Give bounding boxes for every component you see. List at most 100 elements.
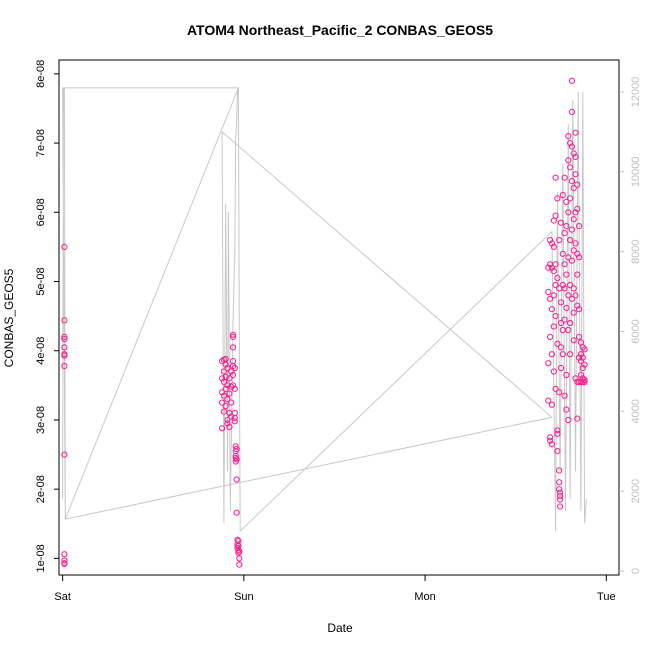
data-point: [556, 479, 563, 486]
data-point: [570, 150, 577, 157]
x-tick-label: Tue: [597, 591, 616, 603]
data-point: [224, 416, 231, 423]
y2-tick-label: 8000: [630, 239, 642, 263]
data-point: [561, 174, 568, 181]
data-point: [219, 425, 226, 432]
data-point: [576, 223, 583, 230]
data-point: [570, 309, 577, 316]
data-point: [556, 486, 563, 493]
data-point: [552, 261, 559, 268]
plot-area: [61, 77, 588, 568]
x-tick-label: Mon: [414, 591, 435, 603]
data-point: [561, 392, 568, 399]
y-tick-label: 2e-08: [35, 475, 47, 503]
y2-tick-label: 6000: [630, 319, 642, 343]
data-point: [547, 295, 554, 302]
data-point: [219, 375, 226, 382]
data-point: [235, 542, 242, 550]
data-point: [565, 133, 572, 140]
data-point: [581, 346, 588, 353]
x-axis-label: Date: [327, 621, 353, 635]
data-point: [570, 285, 577, 292]
data-point: [548, 306, 556, 313]
data-point: [550, 368, 557, 375]
data-point: [231, 385, 238, 392]
data-point: [574, 271, 581, 278]
y-tick-label: 1e-08: [35, 544, 47, 572]
data-point: [235, 547, 242, 554]
y2-tick-label: 0: [630, 568, 642, 574]
data-point: [557, 219, 565, 226]
data-point: [548, 240, 556, 247]
data-point: [563, 304, 570, 311]
data-point: [61, 243, 68, 250]
data-point: [557, 299, 565, 306]
data-point: [554, 340, 561, 347]
data-point: [574, 181, 581, 188]
data-point: [576, 254, 583, 261]
chart-title: ATOM4 Northeast_Pacific_2 CONBAS_GEOS5: [187, 22, 493, 38]
data-point: [222, 373, 229, 381]
data-point: [572, 153, 579, 160]
data-point: [570, 247, 577, 254]
data-point: [547, 236, 554, 244]
data-point: [545, 264, 552, 271]
data-point: [568, 77, 576, 84]
data-point: [556, 236, 563, 244]
data-point: [579, 344, 586, 351]
data-point: [568, 143, 576, 150]
data-point: [565, 326, 572, 334]
y2-tick-label: 2000: [630, 479, 642, 503]
data-point: [572, 240, 579, 247]
y-tick-label: 4e-08: [35, 337, 47, 365]
data-point: [561, 285, 568, 292]
data-point: [229, 382, 237, 389]
data-point: [568, 178, 576, 185]
data-point: [552, 385, 559, 392]
data-point: [556, 467, 563, 474]
axes: 1e-08 2e-08 3e-08 4e-08 5e-08 6e-08 7e-08 8e-08…: [35, 59, 642, 603]
data-point: [61, 344, 68, 351]
data-point: [545, 397, 552, 404]
x-tick-label: Sat: [54, 591, 71, 603]
data-point: [577, 351, 585, 358]
data-point: [572, 129, 579, 136]
data-point: [572, 209, 579, 216]
data-point: [552, 281, 559, 289]
data-point: [557, 319, 565, 327]
data-point: [557, 364, 565, 372]
data-point: [548, 264, 556, 271]
data-point: [233, 456, 240, 463]
data-point: [574, 205, 581, 212]
data-point: [557, 344, 565, 351]
data-point: [222, 385, 229, 392]
plot-frame: [58, 59, 620, 576]
data-point: [559, 250, 566, 257]
data-point: [219, 399, 226, 406]
data-point: [577, 358, 585, 365]
data-point: [567, 319, 574, 327]
data-point: [561, 316, 568, 323]
data-point: [565, 209, 572, 216]
data-point: [565, 157, 572, 164]
data-point: [224, 364, 231, 372]
data-point: [565, 292, 572, 299]
y2-tick-label: 4000: [630, 399, 642, 423]
altitude-line: [62, 87, 587, 533]
data-point: [565, 416, 572, 423]
data-point: [548, 441, 556, 448]
data-point: [236, 555, 243, 562]
data-point: [570, 337, 577, 344]
data-point: [552, 212, 559, 219]
data-point: [222, 361, 229, 368]
data-point: [61, 451, 68, 458]
data-point: [565, 254, 572, 261]
data-point: [233, 509, 240, 516]
data-point: [233, 476, 240, 483]
data-point: [229, 371, 237, 379]
data-point: [559, 191, 566, 199]
data-point: [220, 368, 227, 375]
data-point: [554, 427, 561, 434]
